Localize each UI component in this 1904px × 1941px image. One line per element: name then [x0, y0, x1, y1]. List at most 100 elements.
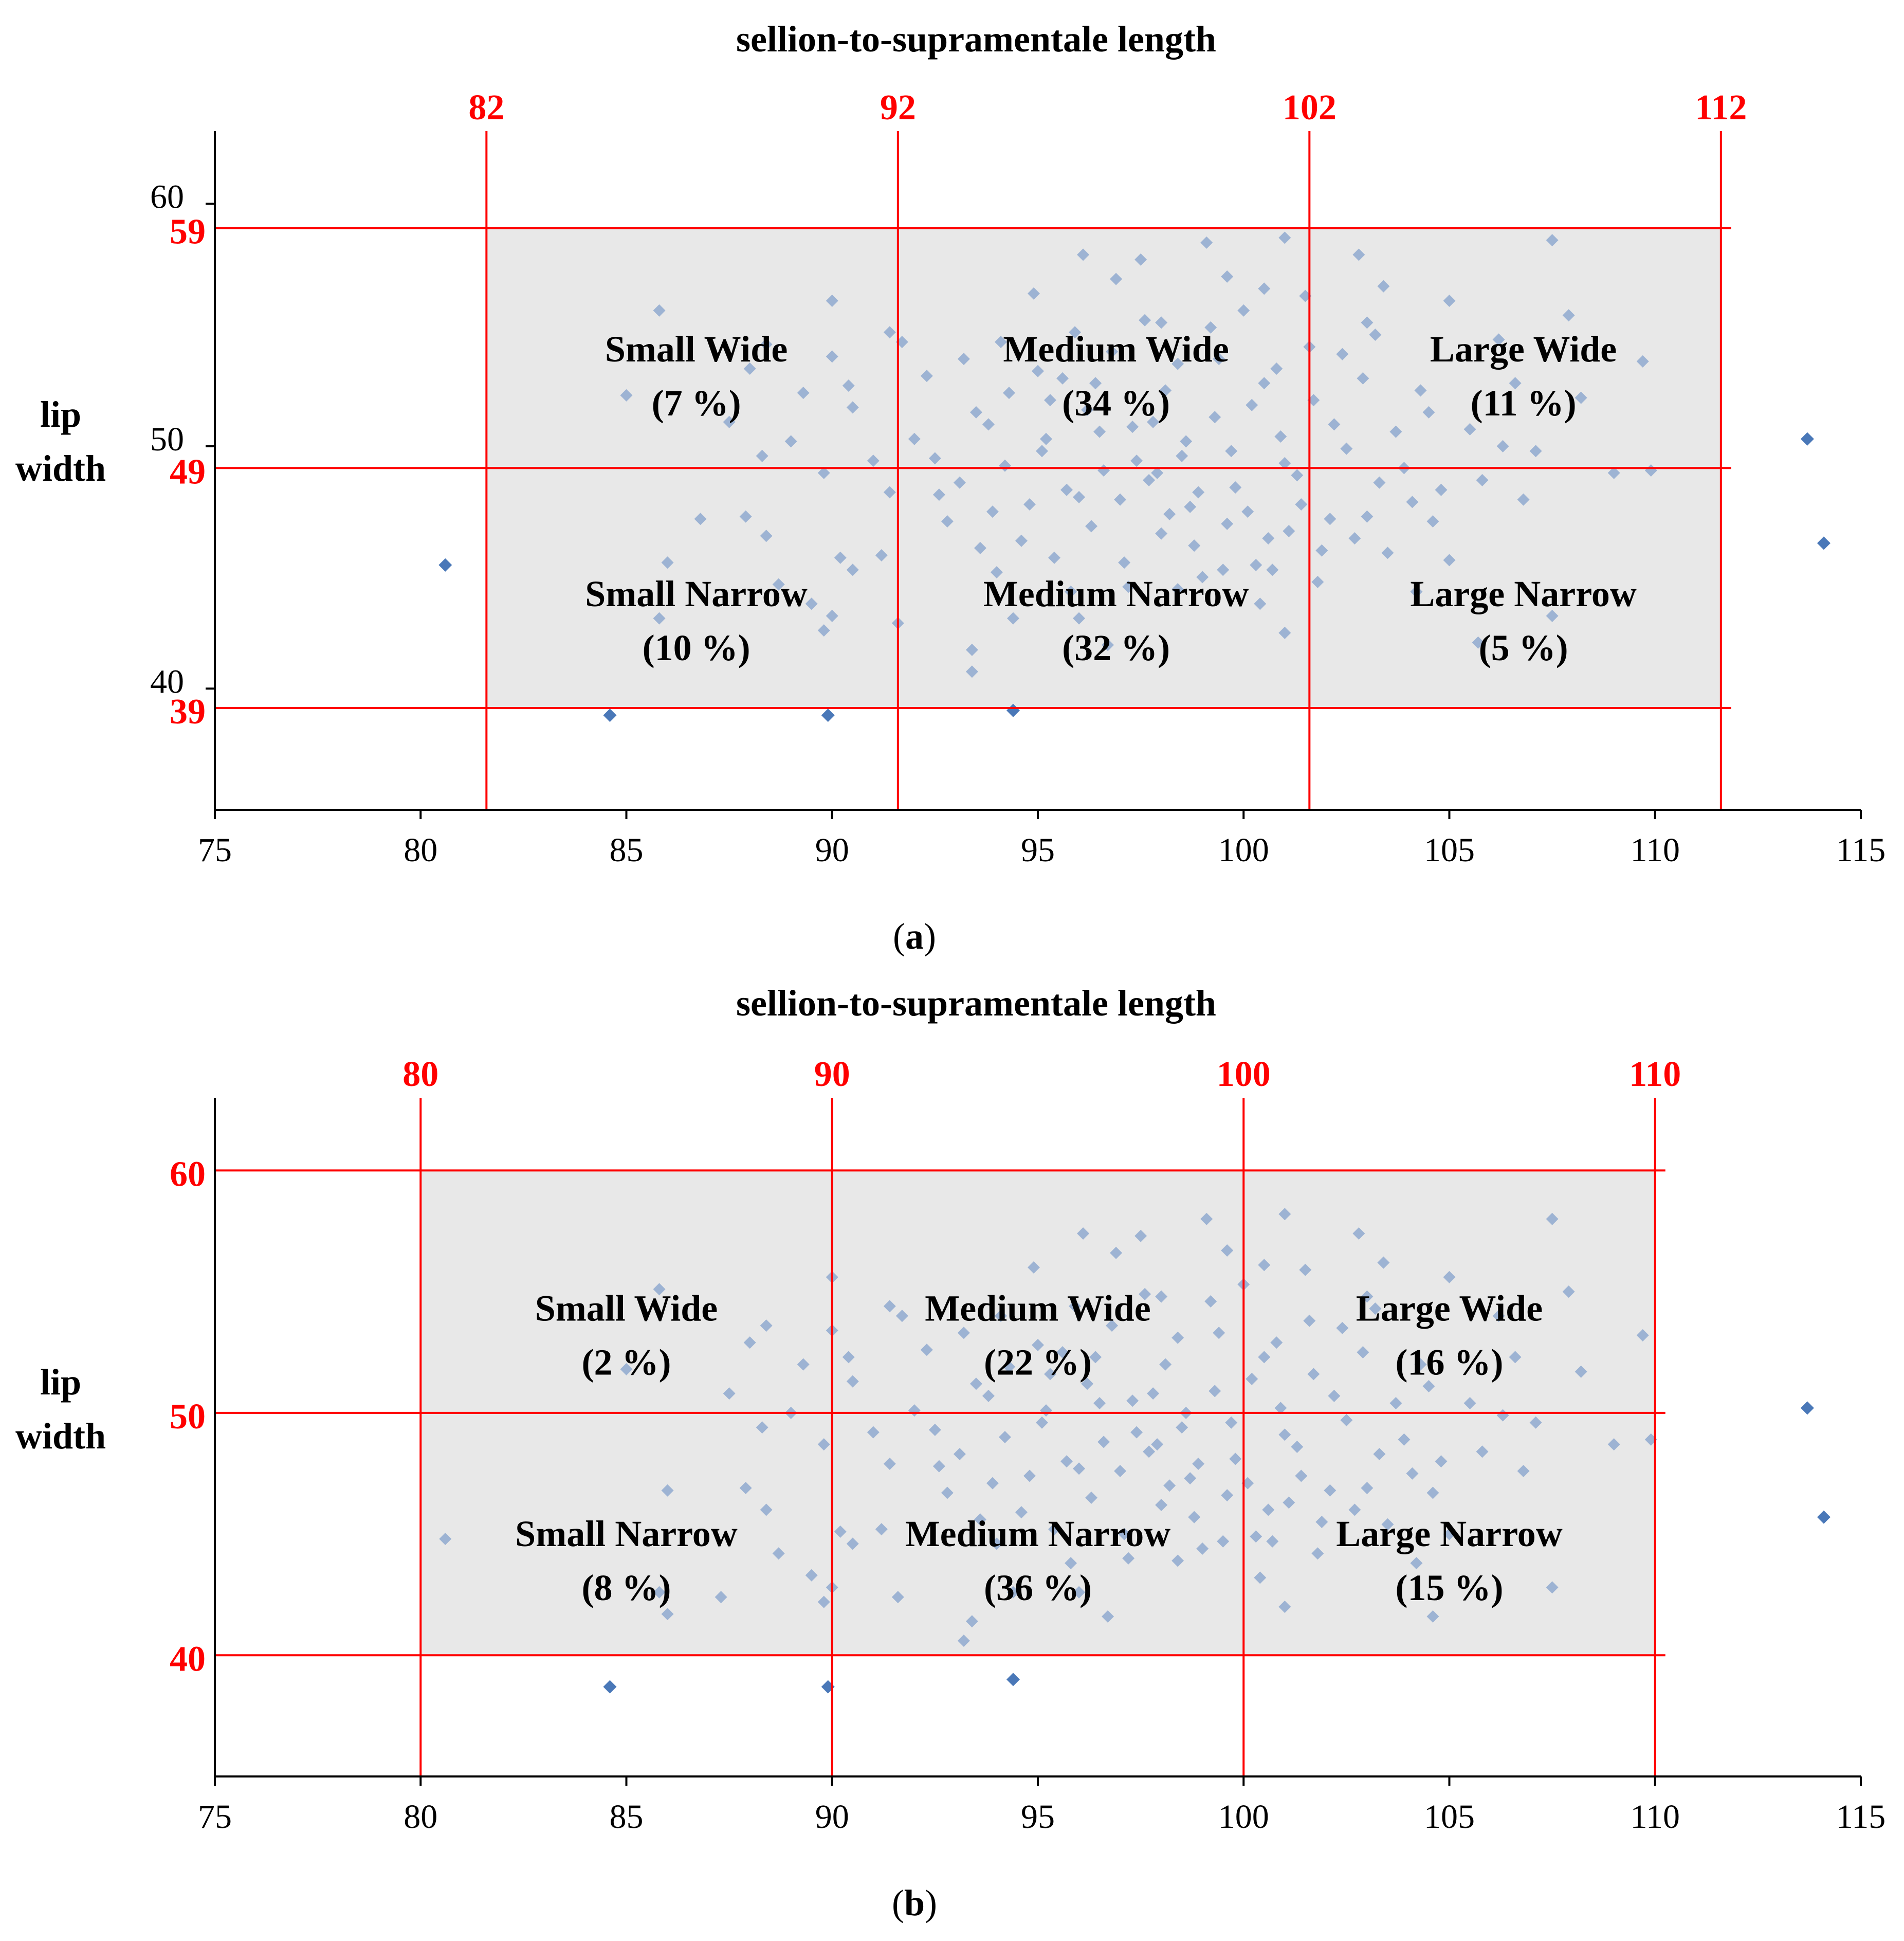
- region-name-label: Medium Wide: [925, 1288, 1150, 1329]
- sample-point: [1381, 1518, 1394, 1531]
- sample-point: [1077, 248, 1090, 261]
- sample-point: [1410, 1557, 1423, 1570]
- outlier-point: [1006, 1673, 1020, 1686]
- sample-point: [1204, 1295, 1217, 1308]
- sample-point: [1006, 1586, 1019, 1599]
- sample-point: [1644, 1433, 1657, 1446]
- outlier-point: [438, 558, 452, 572]
- sample-point: [1151, 1438, 1164, 1451]
- sample-point: [1336, 348, 1349, 360]
- sample-point: [1324, 513, 1337, 525]
- sample-point: [986, 1477, 999, 1490]
- sample-point: [1357, 372, 1369, 385]
- sample-point: [1575, 1365, 1587, 1378]
- chart-title: sellion-to-supramentale length: [736, 983, 1216, 1024]
- sample-point: [1278, 626, 1291, 639]
- x-tick-label: 115: [1836, 1798, 1886, 1836]
- x-tick-label: 100: [1218, 1798, 1269, 1836]
- sample-point: [1176, 1421, 1188, 1434]
- sample-point: [715, 1591, 727, 1604]
- sample-point: [1517, 493, 1530, 506]
- sample-point: [1073, 491, 1086, 503]
- sample-point: [1102, 1610, 1114, 1623]
- panel-caption: (b): [892, 1882, 937, 1924]
- sample-point: [1246, 398, 1258, 411]
- sample-point: [986, 505, 999, 518]
- x-tick-label: 110: [1630, 831, 1680, 869]
- sample-point: [834, 551, 847, 564]
- sample-point: [817, 624, 830, 637]
- sample-point: [743, 362, 756, 375]
- sample-point: [957, 1327, 970, 1339]
- sample-point: [1311, 575, 1324, 588]
- sample-point: [1315, 544, 1328, 557]
- sample-point: [694, 513, 707, 525]
- sample-point: [1352, 1227, 1365, 1240]
- sample-point: [1258, 282, 1271, 295]
- sample-point: [1118, 556, 1131, 569]
- x-threshold-label: 112: [1695, 88, 1747, 128]
- sample-point: [1093, 425, 1106, 438]
- sample-point: [1196, 1542, 1209, 1555]
- sample-point: [1254, 1571, 1267, 1584]
- sample-point: [1369, 1302, 1382, 1315]
- region-name-label: Large Narrow: [1410, 573, 1637, 614]
- sample-point: [1122, 581, 1135, 593]
- x-tick-label: 85: [610, 1798, 644, 1836]
- sample-point: [842, 379, 855, 392]
- sample-point: [826, 295, 838, 307]
- sample-point: [1225, 1416, 1238, 1429]
- sample-point: [1213, 353, 1225, 366]
- region-percent-label: (11 %): [1471, 383, 1577, 424]
- sample-point: [1398, 1433, 1411, 1446]
- sample-point: [1056, 372, 1069, 385]
- sample-point: [1509, 1351, 1522, 1364]
- sample-point: [1176, 449, 1188, 462]
- sample-point: [1509, 377, 1522, 390]
- sample-point: [1377, 1256, 1390, 1269]
- sample-point: [1476, 474, 1489, 486]
- sample-point: [1159, 1358, 1172, 1371]
- sample-point: [1056, 1346, 1069, 1358]
- x-tick-label: 75: [198, 1798, 232, 1836]
- sample-point: [1443, 1528, 1456, 1540]
- sample-point: [1607, 1438, 1620, 1451]
- y-threshold-label: 60: [170, 1154, 206, 1194]
- sample-point: [982, 1389, 995, 1402]
- y-threshold-label: 49: [170, 452, 206, 492]
- sample-point: [969, 406, 982, 419]
- sample-point: [908, 432, 921, 445]
- sample-point: [953, 476, 966, 489]
- sample-point: [1529, 445, 1542, 458]
- sample-point: [1023, 1470, 1036, 1482]
- sample-point: [1213, 1327, 1225, 1339]
- sample-point: [1361, 316, 1374, 329]
- sample-point: [1027, 287, 1040, 300]
- sample-point: [920, 1344, 933, 1356]
- x-tick-label: 95: [1021, 831, 1055, 869]
- sample-point: [998, 1431, 1011, 1443]
- sample-point: [1348, 532, 1361, 545]
- region-percent-label: (15 %): [1396, 1567, 1504, 1608]
- x-tick-label: 80: [404, 831, 437, 869]
- sample-point: [1139, 1287, 1151, 1300]
- sample-point: [1126, 1394, 1139, 1407]
- sample-point: [1283, 524, 1295, 537]
- sample-point: [1357, 1346, 1369, 1358]
- y-axis-label: lip: [40, 1362, 81, 1403]
- sample-point: [1085, 1491, 1098, 1504]
- sample-point: [1278, 231, 1291, 244]
- sample-point: [1027, 1261, 1040, 1274]
- sample-point: [797, 1358, 810, 1371]
- sample-point: [1373, 476, 1386, 489]
- sample-point: [1254, 597, 1267, 610]
- sample-point: [1002, 1360, 1015, 1373]
- sample-point: [1002, 387, 1015, 400]
- sample-point: [1171, 1331, 1184, 1344]
- region-name-label: Medium Narrow: [905, 1513, 1171, 1554]
- sample-point: [1204, 321, 1217, 334]
- sample-point: [653, 304, 666, 317]
- sample-point: [1636, 355, 1649, 368]
- sample-point: [653, 1283, 666, 1296]
- sample-point: [1184, 500, 1197, 513]
